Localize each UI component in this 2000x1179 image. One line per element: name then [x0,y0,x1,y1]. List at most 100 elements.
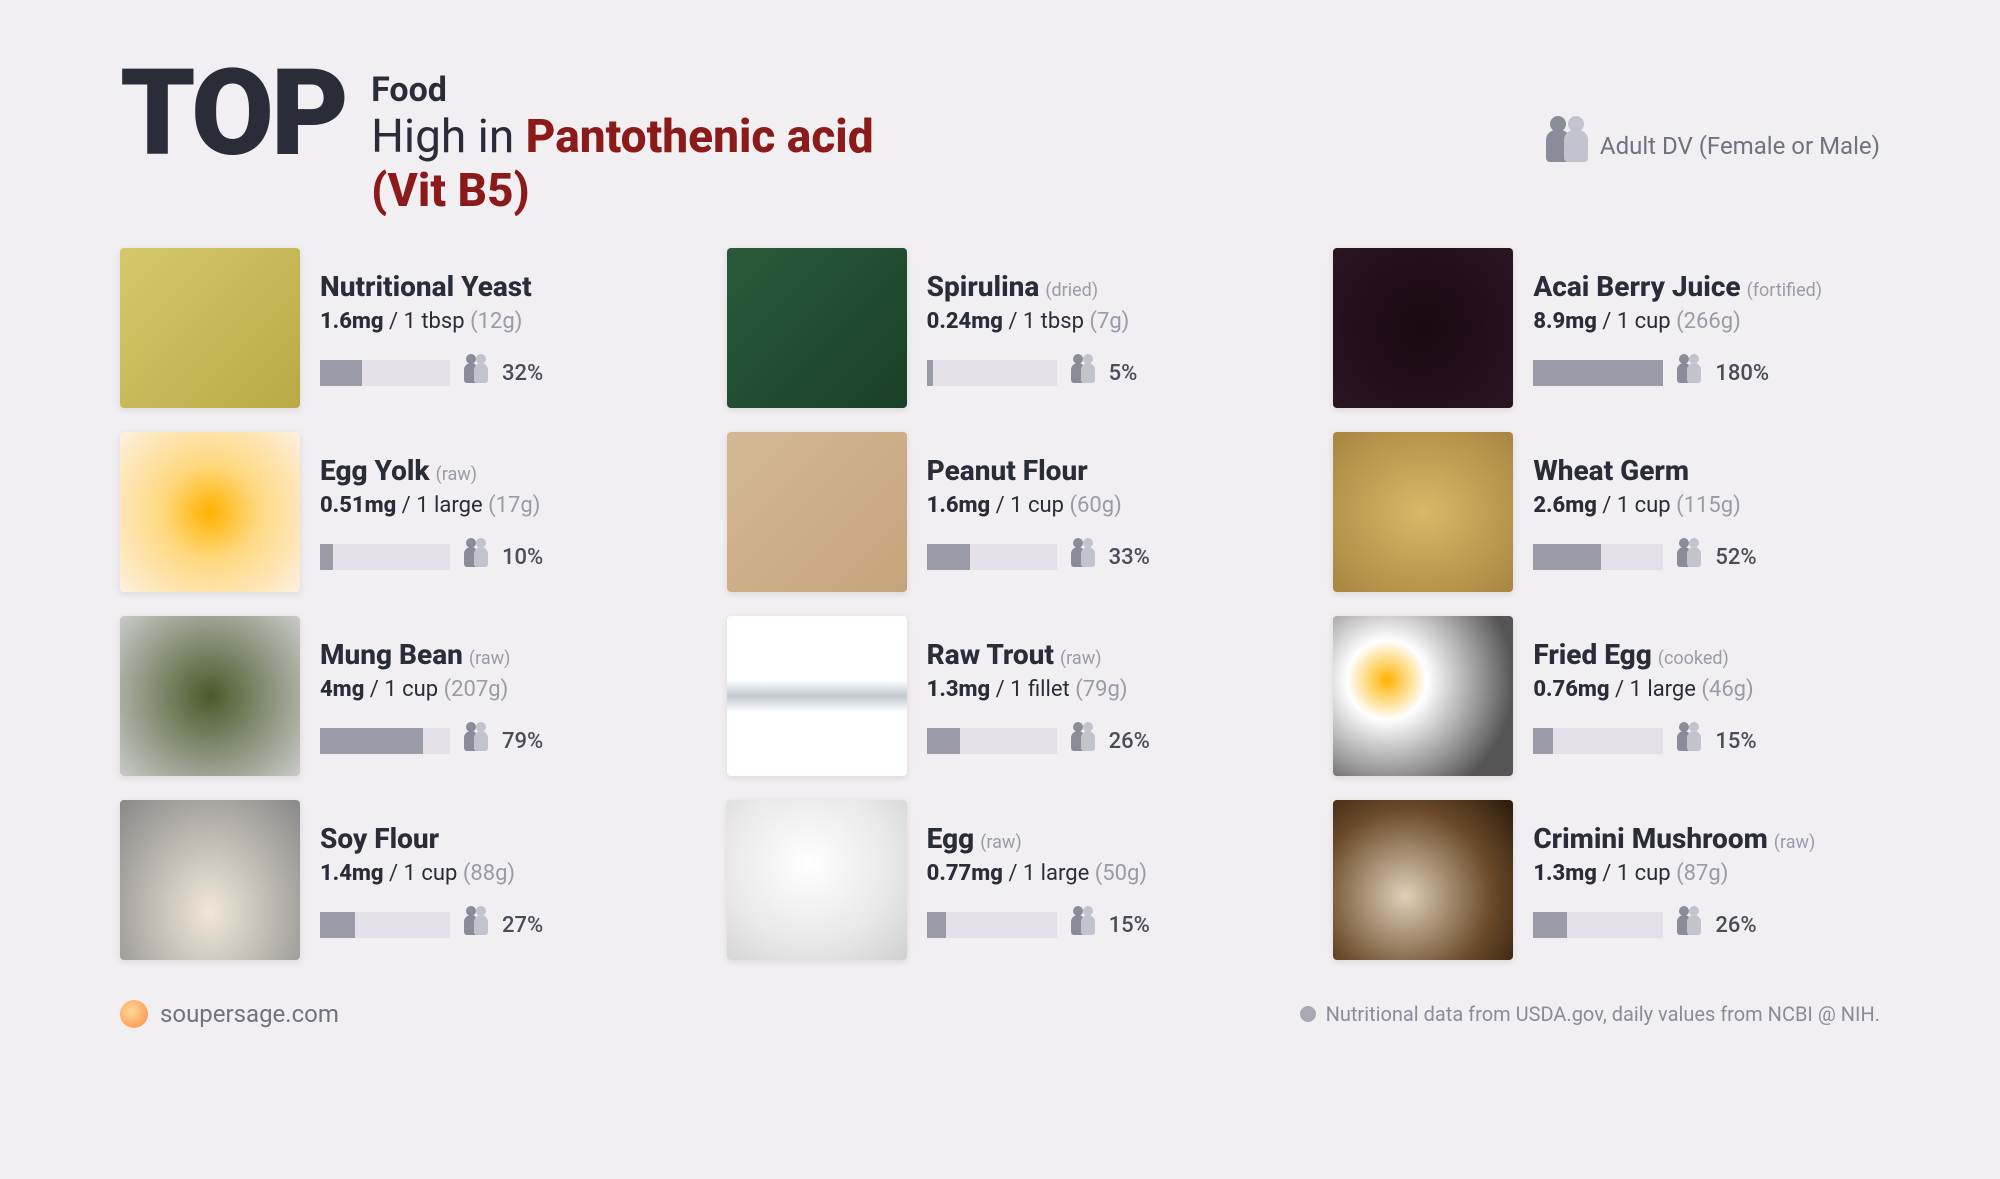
person-icon [1081,363,1095,383]
dv-bar-fill [320,360,362,386]
person-icon [1564,130,1588,162]
food-serving: 1 tbsp [404,309,465,334]
food-info: Crimini Mushroom(raw) 1.3mg / 1 cup (87g… [1533,800,1880,960]
food-name-row: Nutritional Yeast [320,270,667,303]
food-qualifier: (cooked) [1658,648,1729,669]
food-image-egg [727,800,907,960]
dv-bar-track [927,728,1057,754]
person-icon [1081,547,1095,567]
food-name-row: Egg(raw) [927,822,1274,855]
food-info: Soy Flour 1.4mg / 1 cup (88g) 27% [320,800,667,960]
food-grams: (50g) [1095,861,1147,886]
dv-bar-track [1533,728,1663,754]
person-icon [1687,547,1701,567]
food-grams: (79g) [1075,677,1127,702]
food-mg: 0.77mg [927,861,1003,886]
person-icon [1081,731,1095,751]
people-icon [1677,363,1701,383]
food-name: Mung Bean [320,638,463,671]
food-grams: (17g) [488,493,540,518]
food-card: Acai Berry Juice(fortified) 8.9mg / 1 cu… [1333,248,1880,408]
food-serving: 1 cup [384,677,438,702]
food-card: Egg(raw) 0.77mg / 1 large (50g) 15% [727,800,1274,960]
food-mg: 1.3mg [1533,861,1597,886]
dv-percent: 27% [502,913,543,938]
dv-bar-track [1533,360,1663,386]
food-image-peanut-flour [727,432,907,592]
food-grams: (266g) [1676,309,1741,334]
food-serving: 1 cup [404,861,458,886]
dv-bar-track [320,912,450,938]
food-serving: 1 cup [1617,861,1671,886]
dv-bar-row: 5% [927,360,1274,386]
dv-bar-row: 79% [320,728,667,754]
people-icon [464,547,488,567]
dv-bar-track [927,544,1057,570]
dv-bar-row: 26% [927,728,1274,754]
food-info: Wheat Germ 2.6mg / 1 cup (115g) 52% [1533,432,1880,592]
dv-bar-track [320,728,450,754]
dv-bar-track [927,912,1057,938]
dv-percent: 15% [1109,913,1150,938]
food-name-row: Peanut Flour [927,454,1274,487]
people-icon [1677,547,1701,567]
dv-bar-row: 52% [1533,544,1880,570]
food-name: Egg [927,822,975,855]
food-name: Acai Berry Juice [1533,270,1740,303]
food-image-fried-egg [1333,616,1513,776]
food-mg: 4mg [320,677,364,702]
food-amount: 4mg / 1 cup (207g) [320,677,667,702]
food-mg: 1.4mg [320,861,384,886]
dv-bar-fill [320,544,333,570]
food-image-crimini [1333,800,1513,960]
food-image-wheat-germ [1333,432,1513,592]
food-name-row: Acai Berry Juice(fortified) [1533,270,1880,303]
dv-percent: 79% [502,729,543,754]
food-serving: 1 large [416,493,482,518]
food-name: Soy Flour [320,822,439,855]
food-name: Egg Yolk [320,454,430,487]
brand: soupersage.com [120,1000,339,1028]
top-word: TOP [120,60,346,168]
dv-percent: 5% [1109,361,1138,386]
credit-dot-icon [1300,1006,1316,1022]
dv-bar-fill [927,728,961,754]
food-card: Crimini Mushroom(raw) 1.3mg / 1 cup (87g… [1333,800,1880,960]
food-serving: 1 large [1023,861,1089,886]
food-name-row: Raw Trout(raw) [927,638,1274,671]
food-serving: 1 cup [1617,309,1671,334]
food-name-row: Crimini Mushroom(raw) [1533,822,1880,855]
food-grams: (60g) [1069,493,1121,518]
nutrient-name: Pantothenic acid [526,110,874,164]
food-name: Fried Egg [1533,638,1651,671]
person-icon [1081,915,1095,935]
food-grams: (115g) [1676,493,1741,518]
food-mg: 0.24mg [927,309,1003,334]
person-icon [474,547,488,567]
food-grid: Nutritional Yeast 1.6mg / 1 tbsp (12g) 3… [120,248,1880,960]
food-mg: 1.6mg [320,309,384,334]
food-amount: 0.24mg / 1 tbsp (7g) [927,309,1274,334]
people-icon [1071,915,1095,935]
dv-bar-track [927,360,1057,386]
dv-bar-fill [1533,544,1601,570]
food-info: Fried Egg (cooked) 0.76mg / 1 large (46g)… [1533,616,1880,776]
food-card: Nutritional Yeast 1.6mg / 1 tbsp (12g) 3… [120,248,667,408]
dv-bar-row: 26% [1533,912,1880,938]
food-amount: 1.4mg / 1 cup (88g) [320,861,667,886]
brand-text: soupersage.com [160,1000,339,1028]
title-line2: High in Pantothenic acid [371,110,874,164]
food-card: Spirulina(dried) 0.24mg / 1 tbsp (7g) 5% [727,248,1274,408]
food-info: Nutritional Yeast 1.6mg / 1 tbsp (12g) 3… [320,248,667,408]
food-grams: (207g) [444,677,509,702]
header: TOP Food High in Pantothenic acid (Vit B… [120,60,1880,218]
food-amount: 0.77mg / 1 large (50g) [927,861,1274,886]
people-icon [1677,915,1701,935]
title-line3: (Vit B5) [371,164,874,218]
food-amount: 0.76mg / 1 large (46g) [1533,677,1880,702]
food-info: Peanut Flour 1.6mg / 1 cup (60g) 33% [927,432,1274,592]
dv-label: Adult DV (Female or Male) [1600,132,1880,160]
people-icon [464,363,488,383]
food-amount: 8.9mg / 1 cup (266g) [1533,309,1880,334]
food-serving: 1 tbsp [1023,309,1084,334]
